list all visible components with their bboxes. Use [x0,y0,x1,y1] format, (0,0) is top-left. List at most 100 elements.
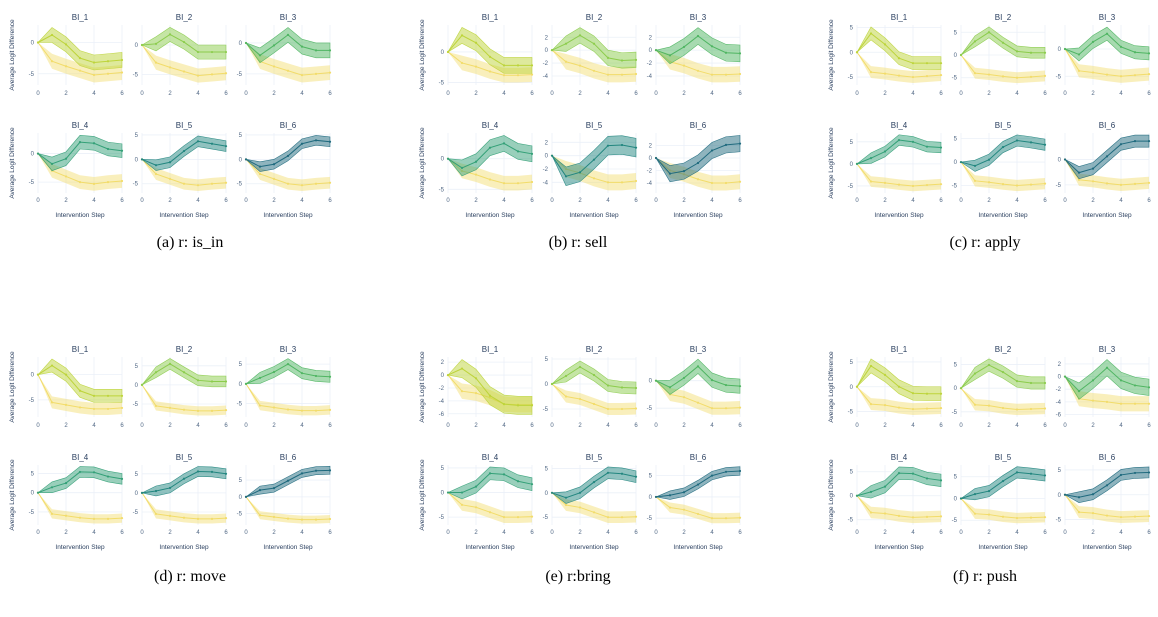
baseline-point [682,396,686,399]
bi-series-point [1119,143,1123,146]
bi-series-point [460,491,464,494]
baseline-point [286,408,290,411]
baseline-point [911,407,915,411]
bi-series-point [1147,471,1151,474]
baseline-point [939,73,943,77]
bi-series-point [474,377,478,380]
baseline-point [78,406,82,409]
bi-series-point [474,485,478,488]
baseline-point [328,408,332,411]
subplot-bi_5: 0 2 4 6 2 0 -2 -4 BI_5 [543,121,639,204]
x-tick-label: 2 [578,530,582,536]
bi-series-point [140,491,144,494]
baseline-point [328,517,332,521]
baseline-band [246,159,330,192]
bi-series-point [682,491,686,494]
subplot-bi_1: 0 2 4 6 0 -5 BI_1 [29,345,125,429]
baseline-point [460,61,464,65]
bi-series-point [668,54,672,57]
subplot-bi_6: 0 2 4 6 5 0 -5 BI_6 [237,121,333,204]
baseline-point [710,73,714,76]
x-tick-label: 2 [64,91,68,97]
baseline-point [925,183,929,187]
bi-series-point [244,382,248,385]
baseline-point [286,517,290,520]
x-tick-label: 6 [328,530,332,536]
baseline-point [724,407,728,410]
x-tick-label: 0 [446,91,450,97]
panel-a: (a) r: is_in Average Logit Difference Aver… [9,13,332,251]
bi-series-point [1029,51,1033,54]
bi-series-point [592,373,596,377]
baseline-point [897,183,901,186]
bi-series-point [182,149,186,153]
bi-series-point [897,472,901,475]
bi-series-point [738,142,742,145]
baseline-band [857,52,941,84]
bi-series-point [1001,41,1005,44]
bi-series-point [738,385,742,388]
bi-series-point [50,162,54,165]
x-tick-label: 6 [738,198,742,204]
baseline-point [620,181,624,184]
bi-series-point [140,158,144,161]
x-tick-label: 0 [654,91,658,97]
baseline-point [272,65,276,68]
y-tick-label: -2 [543,61,549,67]
baseline-point [1091,180,1095,183]
baseline-point [210,409,214,412]
bi-series-point [1119,45,1123,48]
baseline-point [460,390,464,393]
x-tick-label: 4 [606,530,610,536]
baseline-point [92,182,96,185]
bi-series-point [1063,47,1067,51]
subplot-bi_4: 0 2 4 6 5 0 -5 BI_4 [29,453,125,536]
baseline-point [724,181,728,185]
bi-series-point [1043,51,1047,54]
subplot-bi_6: 0 2 4 6 0 -5 BI_6 [1056,121,1152,204]
x-tick-label: 4 [502,91,506,97]
baseline-point [182,70,186,73]
baseline-point [224,409,228,412]
subplot-bi_2: 0 2 4 6 5 0 -5 BI_2 [952,13,1048,97]
baseline-point [314,72,318,75]
bi-series-point [460,34,464,37]
subplot-title: BI_6 [1099,453,1116,462]
x-tick-label: 0 [244,198,248,204]
y-tick-label: 5 [954,363,958,369]
bi-series-point [959,497,963,500]
bi-series-point [973,372,977,375]
bi-series-point [92,61,96,64]
baseline-point [78,69,82,72]
bi-series-point [668,172,672,175]
y-tick-label: -5 [647,406,653,412]
x-axis-label: Intervention Step [874,544,924,551]
bi-series-point [1147,386,1151,389]
baseline-point [564,60,568,63]
x-tick-label: 2 [578,423,582,429]
subplot-title: BI_1 [891,345,908,354]
baseline-point [738,72,742,76]
baseline-point [314,182,318,185]
baseline-band [1065,376,1149,412]
y-tick-label: 5 [850,470,854,476]
subplot-bi_3: 0 2 4 6 2 0 -2 -4 -6 BI_3 [1056,345,1152,429]
bi-series-point [154,489,158,493]
bi-series-point [668,494,672,497]
x-tick-label: 2 [1091,198,1095,204]
bi-series-point [1063,375,1067,378]
y-tick-label: 0 [135,383,139,389]
bi-series-point [516,404,520,407]
baseline-point [1077,178,1081,181]
baseline-point [64,175,68,178]
subplot-title: BI_5 [176,121,193,130]
bi-series-point [897,138,901,142]
y-tick-label: -4 [543,180,549,186]
bi-series-band [245,27,331,64]
y-tick-label: -5 [29,398,35,404]
y-axis-label: Average Logit Difference [419,19,426,91]
bi-series-point [1147,140,1151,143]
subplot-title: BI_6 [280,121,297,130]
y-tick-label: 2 [1058,362,1062,368]
bi-series-point [488,394,492,397]
